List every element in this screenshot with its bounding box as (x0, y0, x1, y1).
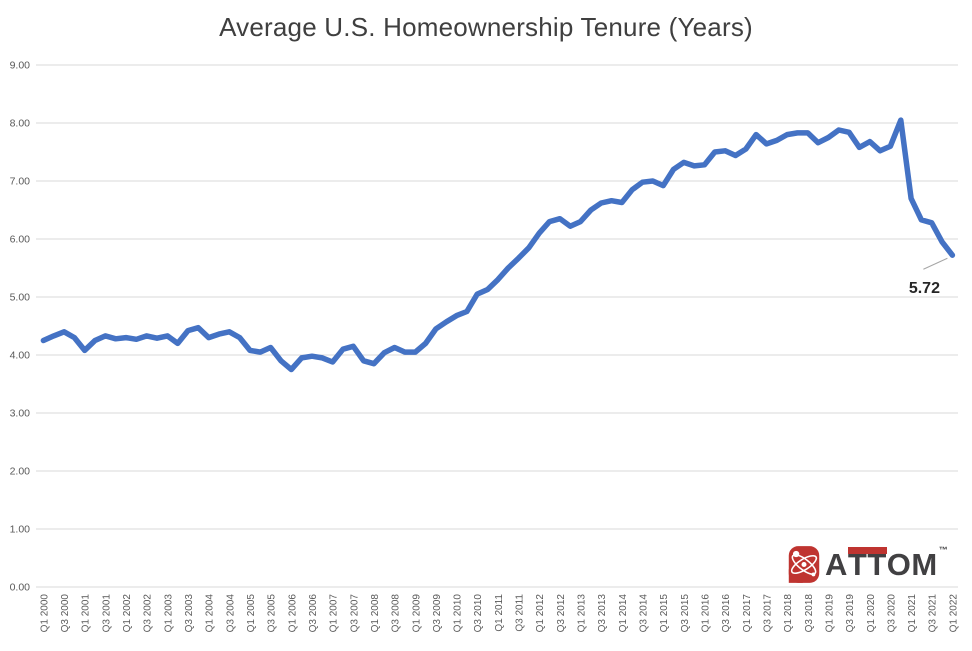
x-axis-tick-label: Q3 2009 (432, 594, 443, 633)
x-axis-tick-label: Q3 2019 (845, 594, 856, 633)
tenure-line-series (40, 117, 956, 373)
x-axis-tick-label: Q3 2011 (515, 594, 526, 632)
attom-atom-icon (788, 546, 820, 583)
x-axis-tick-label: Q3 2013 (597, 594, 608, 633)
x-axis-tick-label: Q1 2010 (453, 594, 464, 633)
x-axis-tick-label: Q1 2001 (81, 594, 92, 633)
y-axis-tick-label: 0.00 (10, 582, 31, 594)
x-axis-tick-label: Q3 2012 (556, 594, 567, 633)
x-axis-tick-label: Q3 2001 (101, 594, 112, 633)
x-axis-tick-label: Q3 2017 (763, 594, 774, 633)
x-axis-tick-label: Q1 2020 (866, 594, 877, 633)
x-axis-tick-label: Q1 2002 (122, 594, 133, 633)
x-axis-tick-label: Q3 2008 (391, 594, 402, 633)
x-axis-tick-label: Q1 2018 (783, 594, 794, 633)
x-axis-tick-label: Q1 2012 (535, 594, 546, 633)
logo-letter: M (911, 547, 938, 582)
last-value-data-label: 5.72 (909, 280, 940, 297)
x-axis-tick-label: Q3 2000 (60, 594, 71, 633)
x-axis-tick-label: Q3 2004 (225, 594, 236, 633)
x-axis-tick-label: Q1 2017 (742, 594, 753, 633)
y-axis-tick-label: 2.00 (10, 466, 31, 478)
x-axis-tick-label: Q1 2008 (370, 594, 381, 633)
y-axis-tick-label: 9.00 (10, 60, 31, 72)
x-axis-tick-label: Q1 2006 (287, 594, 298, 633)
x-axis-tick-label: Q3 2014 (639, 594, 650, 633)
logo-t-crossbar (847, 547, 868, 554)
x-axis-tick-label: Q1 2011 (494, 594, 505, 632)
x-axis-tick-label: Q3 2015 (680, 594, 691, 633)
x-axis-tick-label: Q3 2020 (886, 594, 897, 633)
y-axis-tick-label: 6.00 (10, 234, 31, 246)
x-axis-tick-label: Q3 2021 (928, 594, 939, 633)
x-axis-tick-label: Q1 2015 (659, 594, 670, 633)
x-axis-tick-label: Q3 2002 (143, 594, 154, 633)
y-axis-tick-label: 7.00 (10, 176, 31, 188)
x-axis-tick-label: Q1 2022 (948, 594, 959, 633)
x-axis-tick-label: Q3 2006 (308, 594, 319, 633)
x-axis-tick-label: Q3 2010 (473, 594, 484, 633)
chart-title: Average U.S. Homeownership Tenure (Years… (219, 12, 753, 42)
y-axis-tick-label: 5.00 (10, 292, 31, 304)
callout-leader-line (923, 257, 948, 270)
x-axis-tick-label: Q1 2019 (824, 594, 835, 633)
x-axis-tick-label: Q1 2000 (39, 594, 50, 633)
y-axis-tick-label: 4.00 (10, 350, 31, 362)
logo-letter: T (847, 547, 868, 582)
x-axis-tick-label: Q1 2004 (205, 594, 216, 633)
x-axis-tick-label: Q1 2021 (907, 594, 918, 633)
y-axis-tick-label: 3.00 (10, 408, 31, 420)
logo-letter: O (886, 547, 912, 582)
y-axis-tick-label: 1.00 (10, 524, 31, 536)
y-axis-tick-label: 8.00 (10, 118, 31, 130)
x-axis-tick-label: Q3 2003 (184, 594, 195, 633)
logo-letter: T (867, 547, 887, 582)
x-axis-tick-label: Q3 2007 (349, 594, 360, 633)
x-axis-tick-label: Q1 2009 (411, 594, 422, 633)
x-axis-tick-label: Q1 2013 (577, 594, 588, 633)
x-axis-tick-label: Q1 2003 (163, 594, 174, 633)
x-axis-tick-label: Q3 2005 (267, 594, 278, 633)
x-axis-tick-label: Q3 2016 (721, 594, 732, 633)
logo-t-crossbar (867, 547, 887, 554)
logo-letter: A (825, 547, 848, 582)
x-axis-tick-label: Q3 2018 (804, 594, 815, 633)
x-axis-tick-label: Q1 2014 (618, 594, 629, 633)
trademark-symbol: ™ (938, 545, 948, 555)
x-axis-tick-label: Q1 2016 (701, 594, 712, 633)
x-axis-tick-label: Q1 2007 (329, 594, 340, 633)
x-axis-tick-label: Q1 2005 (246, 594, 257, 633)
